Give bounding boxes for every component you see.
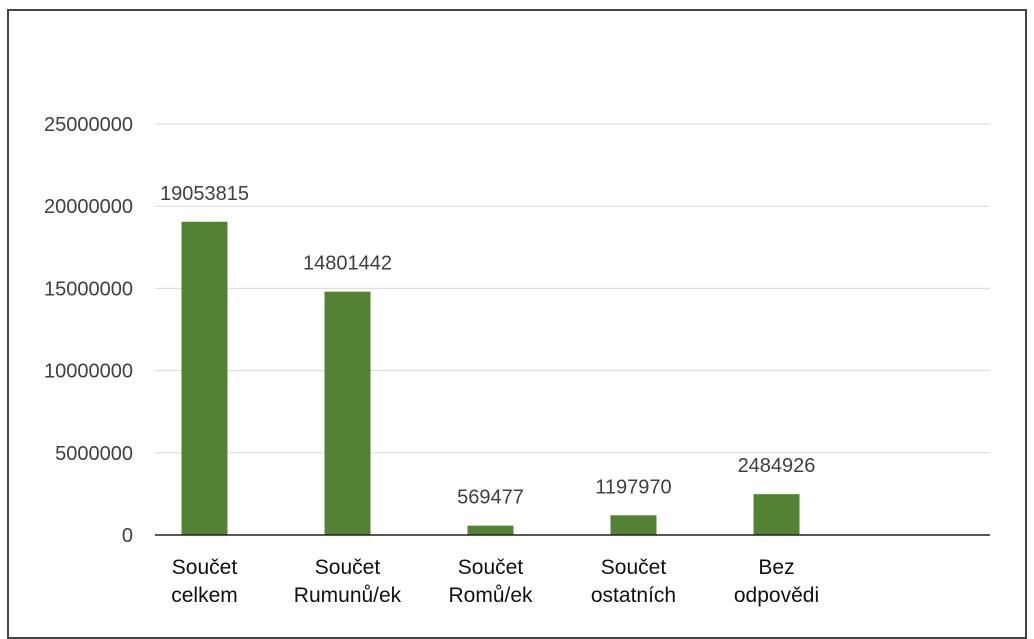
y-tick-label: 15000000: [44, 278, 133, 300]
x-category-label: Součet ostatních: [591, 556, 676, 607]
y-tick-label: 20000000: [44, 196, 133, 218]
x-category-line: Bez: [758, 556, 794, 579]
data-label: 14801442: [303, 253, 392, 275]
x-category-line: odpovědi: [734, 584, 819, 607]
x-axis: Součet celkem Součet Rumunů/ek Součet Romů/ek…: [155, 534, 990, 607]
x-category-line: ostatních: [591, 584, 676, 607]
x-category-line: Romů/ek: [448, 584, 533, 607]
bar: [181, 221, 228, 535]
bar: [467, 525, 514, 535]
x-category-line: Součet: [315, 556, 381, 579]
x-category-label: Součet celkem: [171, 556, 238, 607]
bar: [324, 291, 371, 535]
y-tick-label: 10000000: [44, 361, 133, 383]
bar: [610, 515, 657, 535]
gridlines: [155, 123, 990, 454]
data-label: 2484926: [738, 455, 816, 477]
y-tick-label: 0: [122, 525, 133, 547]
data-label: 19053815: [160, 183, 249, 205]
chart-frame: [7, 9, 1027, 639]
x-category-label: Bez odpovědi: [734, 556, 819, 607]
x-category-label: Součet Rumunů/ek: [294, 556, 402, 607]
y-tick-label: 25000000: [44, 114, 133, 136]
data-labels: 19053815 14801442 569477 1197970 2484926: [160, 183, 815, 509]
bars: [181, 221, 800, 535]
y-axis: 0 5000000 10000000 15000000 20000000 25000000: [44, 114, 133, 547]
y-tick-label: 5000000: [55, 443, 133, 465]
x-category-line: Součet: [458, 556, 524, 579]
x-category-line: celkem: [171, 584, 238, 607]
x-category-line: Rumunů/ek: [294, 584, 402, 607]
x-category-label: Součet Romů/ek: [448, 556, 533, 607]
data-label: 1197970: [595, 476, 671, 498]
x-category-line: Součet: [172, 556, 238, 579]
bar: [753, 494, 800, 535]
data-label: 569477: [457, 487, 524, 509]
x-category-line: Součet: [601, 556, 667, 579]
